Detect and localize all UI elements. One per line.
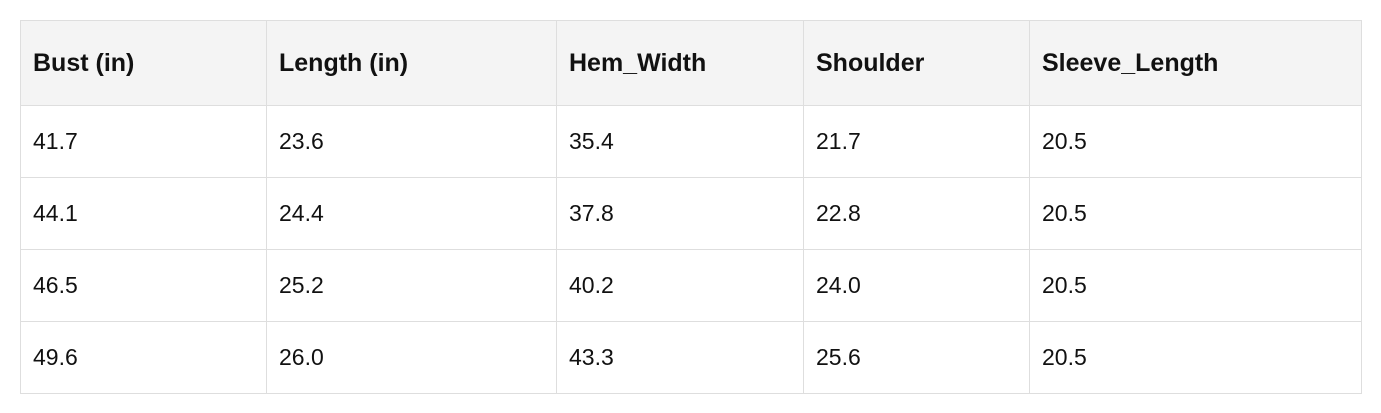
table-cell: 49.6	[20, 321, 267, 394]
table-row: 44.1 24.4 37.8 22.8 20.5	[20, 177, 1362, 250]
header-cell: Hem_Width	[556, 20, 804, 106]
table-cell: 40.2	[556, 249, 804, 322]
table-row: 46.5 25.2 40.2 24.0 20.5	[20, 249, 1362, 322]
table-cell: 43.3	[556, 321, 804, 394]
table-cell: 24.4	[266, 177, 557, 250]
header-row: Bust (in) Length (in) Hem_Width Shoulder Sle…	[20, 20, 1362, 106]
table-cell: 25.6	[803, 321, 1030, 394]
header-cell: Length (in)	[266, 20, 557, 106]
table-cell: 20.5	[1029, 177, 1362, 250]
table-cell: 20.5	[1029, 321, 1362, 394]
table-header: Bust (in) Length (in) Hem_Width Shoulder Sle…	[20, 20, 1362, 106]
table-cell: 44.1	[20, 177, 267, 250]
table-cell: 22.8	[803, 177, 1030, 250]
table-cell: 23.6	[266, 105, 557, 178]
table-cell: 41.7	[20, 105, 267, 178]
table-cell: 37.8	[556, 177, 804, 250]
table-row: 41.7 23.6 35.4 21.7 20.5	[20, 105, 1362, 178]
header-cell: Sleeve_Length	[1029, 20, 1362, 106]
table-cell: 21.7	[803, 105, 1030, 178]
table-cell: 25.2	[266, 249, 557, 322]
header-cell: Bust (in)	[20, 20, 267, 106]
table-cell: 20.5	[1029, 105, 1362, 178]
header-cell: Shoulder	[803, 20, 1030, 106]
table-cell: 20.5	[1029, 249, 1362, 322]
table-cell: 46.5	[20, 249, 267, 322]
table-cell: 35.4	[556, 105, 804, 178]
table-row: 49.6 26.0 43.3 25.6 20.5	[20, 321, 1362, 394]
table-body: 41.7 23.6 35.4 21.7 20.5 44.1 24.4 37.8 22.8 20.5…	[20, 105, 1362, 394]
size-table: Bust (in) Length (in) Hem_Width Shoulder Sle…	[20, 20, 1362, 394]
table-cell: 24.0	[803, 249, 1030, 322]
table-cell: 26.0	[266, 321, 557, 394]
